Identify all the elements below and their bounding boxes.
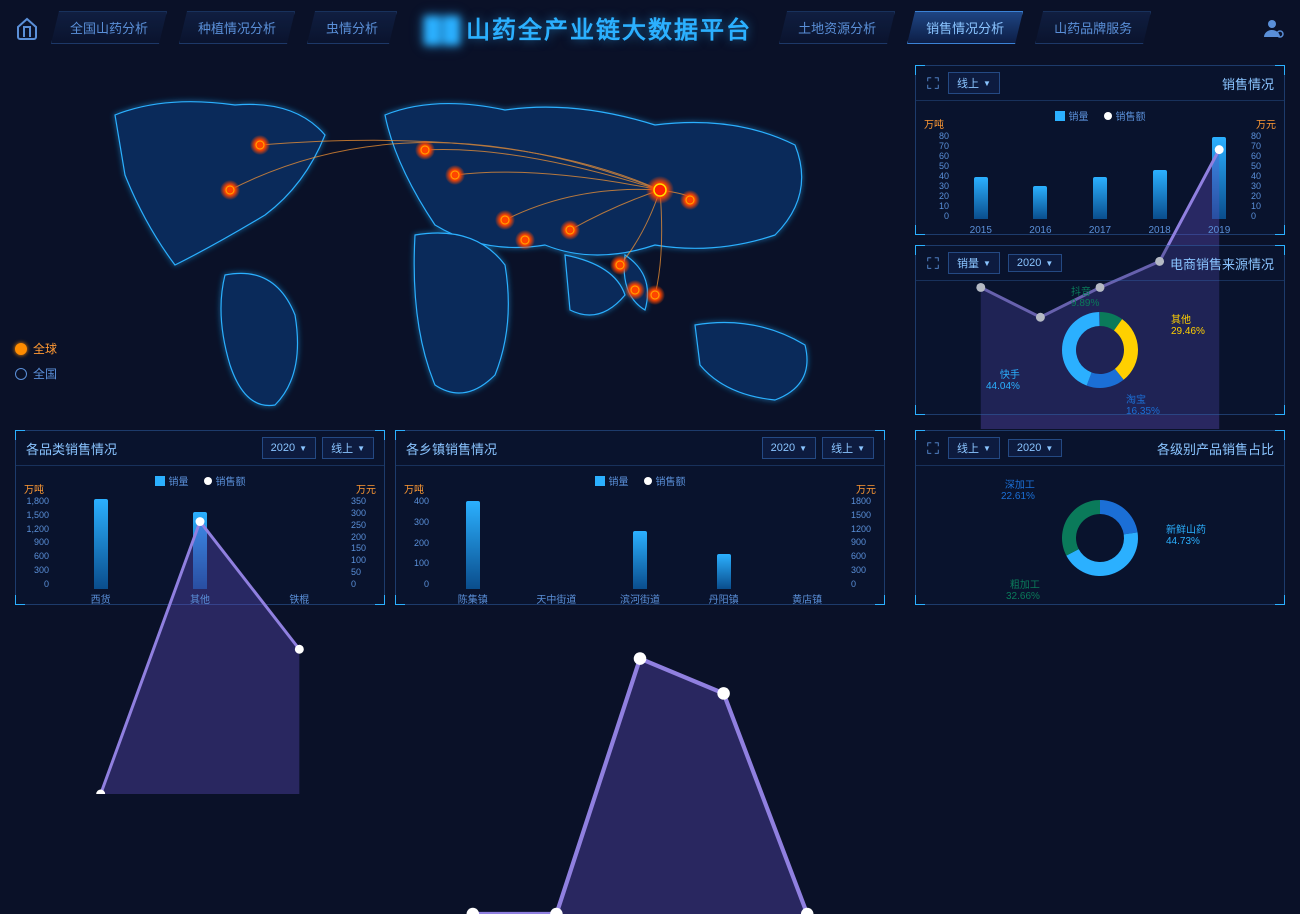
dropdown-year[interactable]: 2020 [1008,439,1062,457]
map-scope-toggle: 全球 全国 [15,340,57,390]
panel-title: 各品类销售情况 [26,439,117,458]
dropdown-metric[interactable]: 销量 [948,252,1000,274]
user-icon[interactable] [1261,16,1285,40]
panel-product-share: 线上 2020 各级别产品销售占比 深加工22.61%新鲜山药44.73%粗加工… [915,430,1285,605]
chart-product-share: 深加工22.61%新鲜山药44.73%粗加工32.66% [916,466,1284,609]
dropdown-year[interactable]: 2020 [262,437,316,459]
radio-national[interactable]: 全国 [15,365,57,382]
expand-icon[interactable] [926,441,940,455]
dropdown-channel[interactable]: 线上 [948,72,1000,94]
chart-town-sales: 销量销售额 万吨 万元 4003002001000180015001200900… [396,466,884,609]
main-content: 全球 全国 线上 销售情况 销量销售额 万吨 万元 80706050403020… [0,55,1300,618]
panel-town-sales: 各乡镇销售情况 2020 线上 销量销售额 万吨 万元 400300200100… [395,430,885,605]
page-title: ██山药全产业链大数据平台 [424,10,752,45]
panel-category-sales: 各品类销售情况 2020 线上 销量销售额 万吨 万元 1,8001,5001,… [15,430,385,605]
panel-title: 电商销售来源情况 [1170,254,1274,273]
dropdown-year[interactable]: 2020 [762,437,816,459]
world-map[interactable] [15,65,885,425]
nav-tab-1[interactable]: 种植情况分析 [179,11,295,44]
chart-ecom-source: 抖音9.89%其他29.46%淘宝16.35%快手44.04% [916,281,1284,419]
panel-sales-status: 线上 销售情况 销量销售额 万吨 万元 80706050403020100807… [915,65,1285,235]
chart-sales-status: 销量销售额 万吨 万元 8070605040302010080706050403… [916,101,1284,239]
panel-title: 各级别产品销售占比 [1157,439,1274,458]
nav-tab-3[interactable]: 土地资源分析 [779,11,895,44]
nav-tab-0[interactable]: 全国山药分析 [51,11,167,44]
expand-icon[interactable] [926,76,940,90]
nav-tab-5[interactable]: 山药品牌服务 [1035,11,1151,44]
panel-ecom-source: 销量 2020 电商销售来源情况 抖音9.89%其他29.46%淘宝16.35%… [915,245,1285,415]
panel-title: 各乡镇销售情况 [406,439,497,458]
dropdown-channel[interactable]: 线上 [822,437,874,459]
home-icon[interactable] [15,16,39,40]
chart-category-sales: 销量销售额 万吨 万元 1,8001,5001,2009006003000350… [16,466,384,609]
dropdown-year[interactable]: 2020 [1008,254,1062,272]
world-map-area: 全球 全国 [15,65,885,425]
expand-icon[interactable] [926,256,940,270]
panel-title: 销售情况 [1222,74,1274,93]
nav-tab-2[interactable]: 虫情分析 [307,11,397,44]
radio-global[interactable]: 全球 [15,340,57,357]
nav-tab-4[interactable]: 销售情况分析 [907,11,1023,44]
dropdown-channel[interactable]: 线上 [948,437,1000,459]
dropdown-channel[interactable]: 线上 [322,437,374,459]
header: 全国山药分析 种植情况分析 虫情分析 ██山药全产业链大数据平台 土地资源分析 … [0,0,1300,55]
